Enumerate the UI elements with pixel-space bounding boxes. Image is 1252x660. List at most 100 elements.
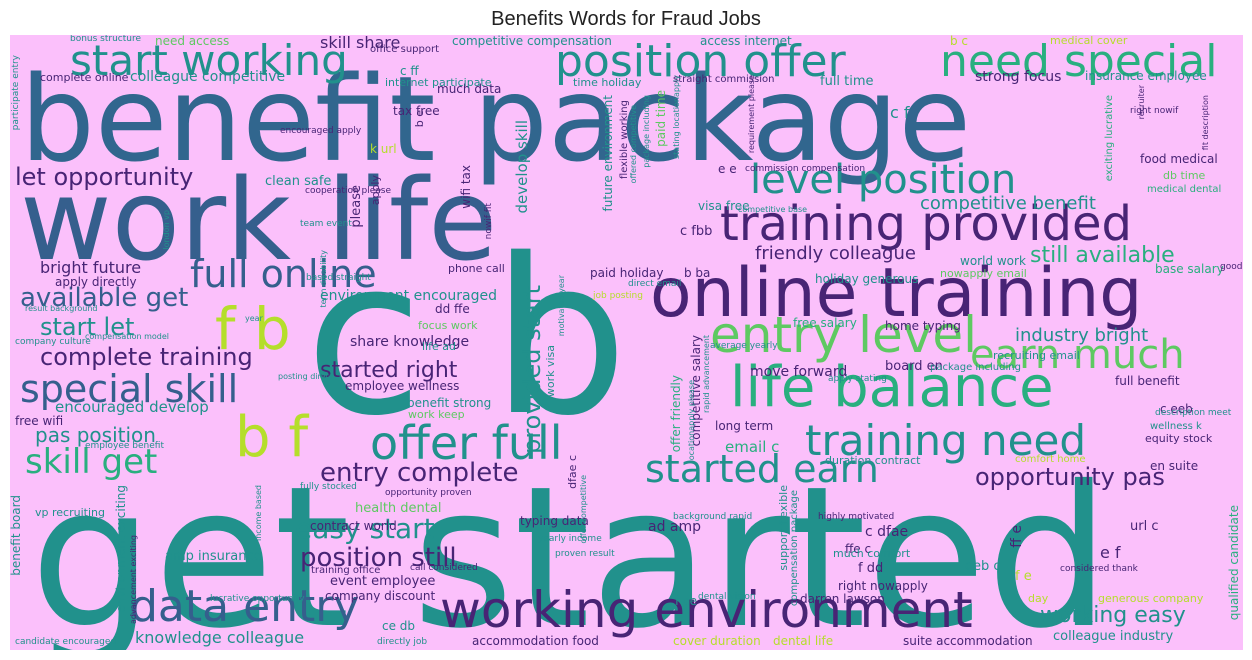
cloud-word: advancement exciting [129,535,138,624]
cloud-word: wellness k [1150,421,1202,432]
cloud-word: working easy [1040,603,1186,628]
cloud-word: ffe c [845,542,872,556]
cloud-word: share knowledge [350,334,470,350]
cloud-word: compensation package [789,490,800,607]
cloud-word: environment exciting [114,485,128,613]
cloud-word: environment encouraged [320,288,497,304]
cloud-word: future environment [601,95,615,212]
cloud-word: straight commission [673,74,775,85]
cloud-word: office support [370,44,440,55]
cloud-word: complete online [40,71,129,84]
cloud-word: full online [190,252,377,296]
cloud-word: typing data [520,514,589,528]
cloud-word: please [349,185,364,228]
cloud-word: eeb c [965,559,1001,574]
cloud-word: b ba [684,266,711,280]
cloud-word: focus work [418,319,478,332]
cloud-word: special skill [20,367,239,411]
cloud-word: locationapply please [687,380,696,463]
cloud-word: right nowapply [838,579,928,593]
cloud-word: data entry [130,581,360,632]
cloud-word: f b [215,295,291,363]
cloud-word: access internet [700,35,792,48]
cloud-word: much data [437,82,502,96]
cloud-word: employee benefit [85,441,164,451]
cloud-word: amp insurance [165,549,262,564]
cloud-word: tax free [393,104,440,118]
cloud-word: stating locationapply [672,75,681,160]
cloud-word: dfae c [566,455,579,489]
cloud-word: nowif fit [484,203,494,240]
cloud-word: proven result [555,549,615,559]
cloud-word: internet participate [385,76,492,89]
cloud-word: e e [718,162,737,176]
cloud-word: offer competitive [579,475,588,544]
cloud-word: free salary [793,316,857,330]
cloud-word: strong focus [975,69,1062,85]
cloud-word: comfort home [1015,454,1086,465]
cloud-word: offered competitive [629,105,638,184]
cloud-word: easy start [295,512,435,545]
cloud-word: considered thank [1060,564,1138,574]
cloud-word: insurance employee [1085,69,1207,83]
cloud-word: wifi tax [459,165,473,209]
cloud-word: compensation model [85,332,170,341]
cloud-word: accommodation food [472,634,599,648]
cloud-word: employee wellness [345,379,460,393]
cloud-word: move forward [750,364,848,380]
cloud-word: url c [1130,519,1159,534]
cloud-word: team event [300,219,352,229]
cloud-word: clean safe [265,174,332,189]
cloud-word: phone call [448,262,505,275]
cloud-word: call considered [410,563,478,573]
cloud-word: full benefit [1115,374,1180,388]
cloud-word: benefit board [10,495,23,576]
cloud-word: colleague industry [1053,629,1174,644]
cloud-word: based straight [306,273,371,283]
cloud-word: opportunity proven [385,488,472,498]
cloud-word: competitive base [738,205,808,214]
cloud-word: posting direct [278,372,334,381]
cloud-word: bonus structure [70,35,142,44]
cloud-word: still available [1030,243,1175,268]
cloud-word: full time [820,74,874,89]
cloud-word: company culture [15,337,91,347]
cloud-word: life ad [422,340,456,353]
cloud-word: f ce [675,594,698,608]
cloud-word: free wifi [15,414,64,428]
cloud-word: colleague competitive [130,69,286,85]
cloud-word: position still [300,543,457,573]
cloud-word: result background [25,304,98,313]
cloud-word: lucrative opportunity [210,594,305,604]
cloud-word: fit description [1201,95,1210,151]
cloud-word: c b [305,212,629,463]
cloud-word: fully stocked [300,482,357,492]
cloud-word: level position [750,157,1017,203]
cloud-word: training office [311,565,381,576]
cloud-word: cover duration [673,634,761,648]
cloud-word: entry complete [320,458,519,488]
cloud-word: benefit strong [407,396,492,410]
cloud-word: paid time [654,90,668,147]
cloud-word: darren lawson [800,592,885,606]
cloud-word: working environment [440,581,973,639]
cloud-word: time holiday [573,76,642,89]
cloud-word: work life [20,156,498,286]
cloud-word: world work [960,254,1026,268]
cloud-word: encouraged apply [280,126,362,136]
cloud-word: food medical [1140,152,1218,166]
cloud-word: support flexible [777,485,790,571]
cloud-word: direct email [628,279,682,289]
cloud-word: exciting lucrative [1104,95,1115,182]
cloud-word: db time [1163,169,1206,182]
cloud-word: suite accommodation [903,634,1033,648]
cloud-word: training need [805,416,1087,465]
cloud-word: let opportunity [15,163,194,191]
cloud-word: offer full [370,416,563,470]
cloud-word: life balance [730,355,1054,420]
cloud-word: year [245,314,263,323]
cloud-word: en suite [1150,459,1199,473]
cloud-word: work visa [544,345,557,398]
cloud-word: base salary [1155,262,1224,276]
cloud-word: b f [235,405,309,470]
